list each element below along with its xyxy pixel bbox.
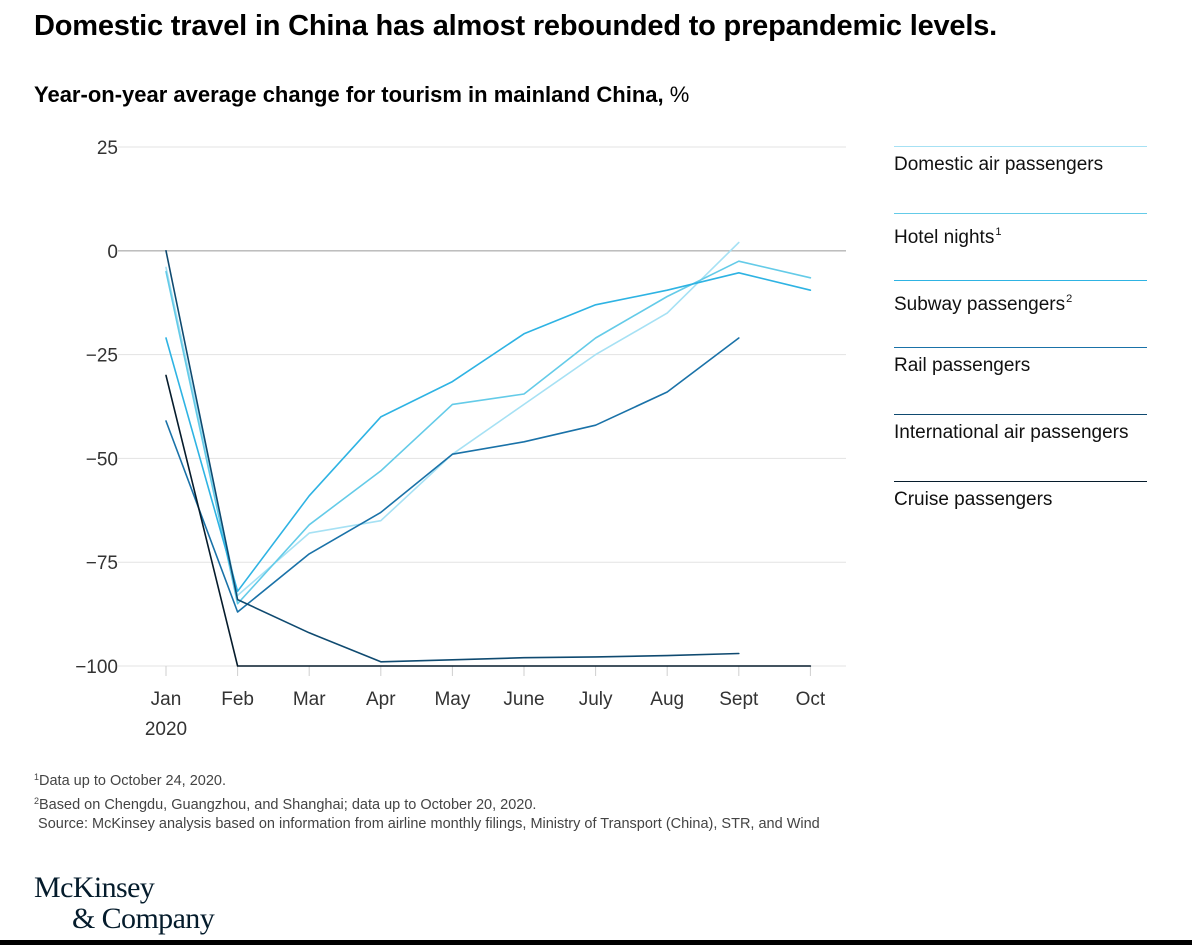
source-text: Source: McKinsey analysis based on infor…: [38, 816, 820, 832]
legend-item-international-air-passengers: International air passengers: [894, 414, 1147, 445]
legend-label-text: Subway passengers: [894, 294, 1066, 315]
x-tick-year-label: 2020: [145, 719, 187, 740]
legend-label: Rail passengers: [894, 354, 1147, 378]
series-line-rail-passengers: [165, 337, 740, 613]
legend-label-text: Domestic air passengers: [894, 154, 1104, 175]
legend-label: Hotel nights1: [894, 220, 1147, 250]
y-tick-label: −25: [86, 346, 118, 367]
legend-footnote-marker: 1: [995, 226, 1002, 238]
footnote-1: 1Data up to October 24, 2020.: [34, 768, 1154, 792]
y-tick-label: −75: [86, 553, 118, 574]
footnote-2-marker: 2: [34, 795, 40, 806]
legend-item-hotel-nights: Hotel nights1: [894, 213, 1147, 250]
bottom-rule: [0, 940, 1192, 945]
footnote-2: 2Based on Chengdu, Guangzhou, and Shangh…: [34, 792, 1154, 816]
legend-label: Domestic air passengers: [894, 153, 1147, 177]
y-tick-label: −100: [75, 657, 118, 678]
gridlines: [118, 146, 846, 667]
legend-label: International air passengers: [894, 421, 1147, 445]
legend-footnote-marker: 2: [1066, 293, 1073, 305]
footnote-1-marker: 1: [34, 772, 40, 782]
y-tick-label: 25: [97, 138, 118, 159]
x-tick-label: July: [579, 689, 613, 710]
subtitle-main: Year-on-year average change for tourism …: [34, 82, 664, 107]
legend-item-rail-passengers: Rail passengers: [894, 347, 1147, 378]
footnote-2-text: Based on Chengdu, Guangzhou, and Shangha…: [39, 796, 537, 813]
series-line-domestic-air-passengers: [165, 241, 740, 597]
legend-label-text: Cruise passengers: [894, 489, 1053, 510]
x-tick-label: Feb: [221, 689, 254, 710]
series-line-subway-passengers: [165, 271, 812, 593]
series-lines: [165, 241, 812, 667]
legend-label-text: Rail passengers: [894, 355, 1031, 376]
legend-label: Cruise passengers: [894, 488, 1147, 512]
subtitle-unit: %: [663, 82, 690, 107]
footnote-1-text: Data up to October 24, 2020.: [39, 773, 227, 789]
legend-swatch: [894, 414, 1147, 415]
legend-swatch: [894, 213, 1147, 214]
x-tick-label: Jan: [151, 689, 182, 710]
x-tick-label: Mar: [293, 689, 326, 710]
logo-line-1: McKinsey: [34, 871, 155, 904]
legend-label-text: Hotel nights: [894, 227, 995, 248]
footnotes: 1Data up to October 24, 2020. 2Based on …: [34, 768, 1154, 835]
legend-label: Subway passengers2: [894, 287, 1147, 317]
x-axis-tick-labels: Jan Feb Mar Apr May June July Aug Sept Oct 2020: [145, 666, 826, 740]
x-tick-label: May: [434, 689, 470, 710]
legend-label-text: International air passengers: [894, 422, 1129, 443]
x-tick-label: Oct: [796, 689, 826, 710]
legend-swatch: [894, 280, 1147, 281]
legend-swatch: [894, 146, 1147, 147]
x-tick-label: Apr: [366, 689, 396, 710]
chart-subtitle: Year-on-year average change for tourism …: [34, 80, 1034, 110]
x-tick-label: Aug: [650, 689, 684, 710]
x-tick-label: Sept: [719, 689, 759, 710]
legend-item-subway-passengers: Subway passengers2: [894, 280, 1147, 317]
legend-item-domestic-air-passengers: Domestic air passengers: [894, 146, 1147, 177]
series-line-cruise-passengers: [165, 374, 812, 667]
logo-line-2: & Company: [72, 902, 215, 935]
mckinsey-logo: McKinsey & Company: [34, 872, 294, 934]
legend-item-cruise-passengers: Cruise passengers: [894, 481, 1147, 512]
x-tick-label: June: [503, 689, 544, 710]
legend-swatch: [894, 481, 1147, 482]
y-tick-label: 0: [107, 242, 118, 263]
chart-title: Domestic travel in China has almost rebo…: [34, 10, 997, 42]
y-tick-label: −50: [86, 449, 118, 470]
source-note: Source: McKinsey analysis based on infor…: [34, 815, 1154, 835]
legend-swatch: [894, 347, 1147, 348]
y-axis-tick-labels: 25 0 −25 −50 −75 −100: [75, 138, 118, 678]
series-line-hotel-nights: [165, 260, 812, 605]
series-line-international-air-passengers: [165, 250, 740, 663]
